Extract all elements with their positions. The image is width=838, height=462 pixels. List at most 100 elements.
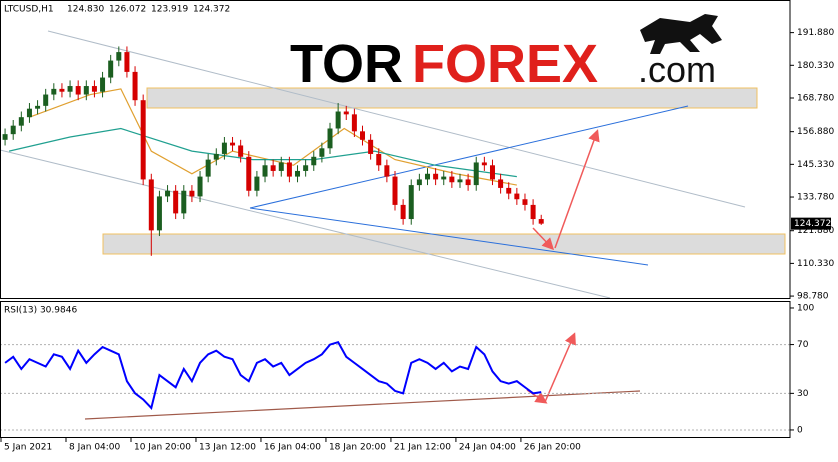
logo-forex: FOREX (412, 34, 598, 94)
candle-body (26, 108, 32, 118)
channel-line (47, 30, 746, 208)
ohlc-open: 124.830 (67, 5, 104, 15)
candle-body (43, 94, 49, 106)
candle-body (83, 86, 89, 95)
candle-body (124, 52, 130, 72)
candle-body (67, 86, 73, 92)
candle-body (10, 125, 16, 135)
candle-body (230, 142, 236, 146)
candle-body (140, 100, 146, 180)
candle-body (506, 187, 512, 194)
y-tick-label: 191.880 (797, 28, 834, 38)
y-tick-label: 30 (797, 389, 809, 399)
support-zone (102, 233, 786, 255)
candle-body (481, 162, 487, 166)
y-tick-label: 100 (797, 303, 814, 313)
candle-body (189, 190, 195, 197)
y-tick-label: 98.780 (797, 292, 829, 302)
x-tick-label: 24 Jan 04:00 (459, 443, 516, 453)
candle-body (286, 162, 292, 177)
candle-body (173, 190, 179, 214)
forecast-arrow (554, 129, 600, 249)
candle-body (156, 196, 162, 231)
candle-body (116, 52, 122, 61)
candle-body (392, 176, 398, 205)
price-tag (791, 217, 831, 230)
x-tick-label: 21 Jan 12:00 (394, 443, 451, 453)
candle-body (424, 173, 430, 180)
price-tag-label: 124.372 (794, 219, 831, 229)
logo-bull (640, 14, 722, 54)
candle-body (246, 156, 252, 191)
candle-body (91, 86, 97, 92)
candle-body (408, 185, 414, 220)
x-tick-label: 8 Jan 04:00 (69, 443, 121, 453)
trend-line (249, 207, 649, 266)
candle-body (441, 176, 447, 180)
candle-body (319, 148, 325, 157)
candle-body (489, 165, 495, 180)
y-tick-label: 0 (797, 425, 803, 435)
candle-body (35, 105, 41, 109)
candle-body (270, 165, 276, 171)
candle-body (59, 88, 65, 92)
price-frame (0, 0, 791, 299)
candle-body (100, 77, 106, 92)
candle-body (278, 162, 284, 171)
rsi-line (4, 340, 542, 411)
candle-body (522, 199, 528, 205)
y-tick-label: 168.780 (797, 93, 834, 103)
candle-body (165, 190, 171, 197)
candle-body (221, 142, 227, 154)
candle-body (457, 179, 463, 183)
forecast-arrow (532, 227, 555, 251)
candle-body (303, 165, 309, 171)
candle-body (262, 165, 268, 177)
candle-body (238, 145, 244, 157)
candle-body (360, 131, 366, 140)
rsi-title: RSI(13) 30.9846 (4, 306, 77, 316)
x-tick-label: 5 Jan 2021 (4, 443, 52, 453)
candle-body (433, 173, 439, 180)
candle-body (205, 159, 211, 177)
rsi-frame (0, 301, 791, 438)
candle-body (18, 117, 24, 126)
channel-line (0, 149, 611, 299)
ohlc-close: 124.372 (193, 5, 230, 15)
y-tick-label: 180.330 (797, 61, 834, 71)
candle-body (181, 190, 187, 214)
x-tick-label: 16 Jan 04:00 (264, 443, 321, 453)
candle-body (213, 153, 219, 160)
candle-body (311, 156, 317, 166)
candle-body (498, 179, 504, 188)
trend-line (249, 105, 689, 209)
candle-body (384, 165, 390, 177)
candle-body (514, 193, 520, 200)
x-tick-label: 10 Jan 20:00 (134, 443, 191, 453)
candle-body (449, 176, 455, 183)
ohlc-low: 123.919 (151, 5, 188, 15)
candle-body (51, 88, 57, 95)
candle-body (108, 60, 114, 78)
x-tick-label: 13 Jan 12:00 (199, 443, 256, 453)
ohlc-high: 126.072 (109, 5, 146, 15)
candle-body (416, 179, 422, 186)
candle-body (327, 128, 333, 149)
y-tick-label: 121.880 (797, 226, 834, 236)
y-tick-label: 133.780 (797, 193, 834, 203)
candle-body (148, 179, 154, 231)
candle-body (368, 139, 374, 154)
candle-body (2, 134, 8, 140)
candle-body (538, 219, 544, 224)
candle-body (254, 176, 260, 191)
y-tick-label: 145.330 (797, 160, 834, 170)
rsi-arrow (544, 332, 576, 403)
symbol: LTCUSD,H1 (4, 5, 54, 15)
candle-body (473, 162, 479, 186)
candle-body (295, 170, 301, 177)
candle-body (530, 204, 536, 220)
plot (0, 46, 790, 431)
